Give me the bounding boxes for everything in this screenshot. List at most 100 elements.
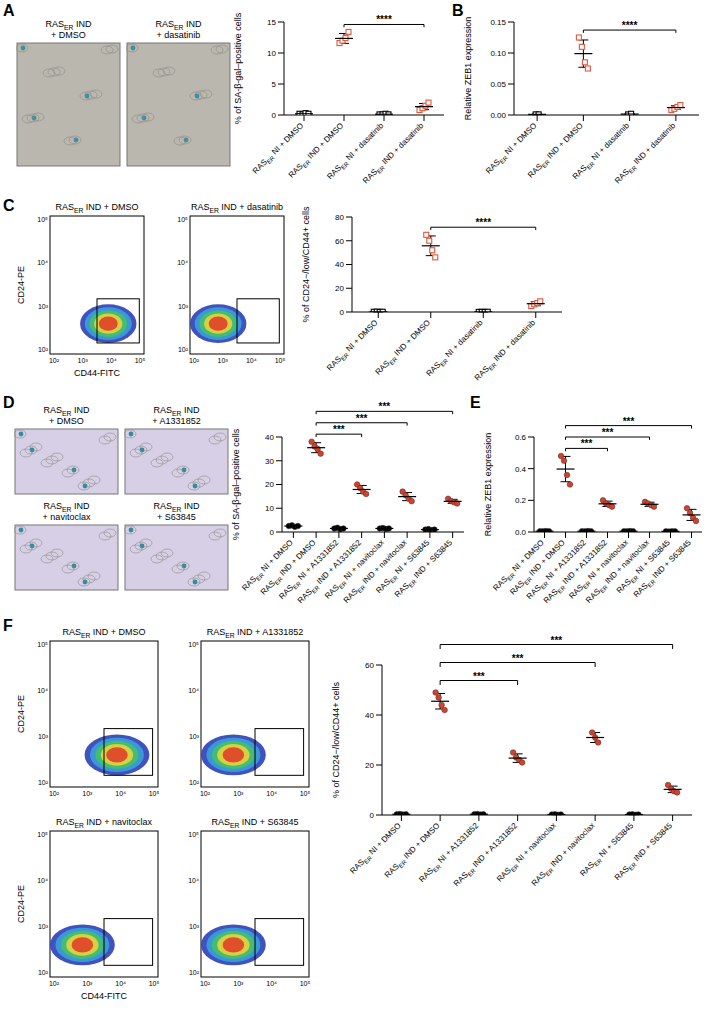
svg-text:% of SA-β-gal–positive cells: % of SA-β-gal–positive cells [231,428,241,540]
svg-text:0.15: 0.15 [490,18,506,27]
svg-text:10³: 10³ [78,357,89,364]
svg-text:10⁴: 10⁴ [188,877,199,884]
svg-text:60: 60 [365,661,374,670]
svg-text:10⁴: 10⁴ [37,877,48,884]
svg-text:0: 0 [340,308,345,317]
svg-text:RASER IND + DMSO: RASER IND + DMSO [287,121,347,181]
svg-text:10⁵: 10⁵ [37,216,48,223]
svg-text:RASER IND + A1331852: RASER IND + A1331852 [452,821,521,890]
svg-text:10⁵: 10⁵ [37,831,48,838]
svg-text:RASER IND + navitoclax: RASER IND + navitoclax [530,821,598,889]
svg-text:10²: 10² [200,790,211,797]
svg-text:80: 80 [335,213,344,222]
svg-text:RASER IND: RASER IND [154,501,200,513]
svg-text:10²: 10² [49,357,60,364]
svg-text:10: 10 [267,49,276,58]
svg-text:10³: 10³ [233,790,244,797]
svg-text:+ A1331852: + A1331852 [152,416,200,426]
svg-text:***: *** [356,413,368,424]
svg-text:RASER NI + dasatinib: RASER NI + dasatinib [424,318,486,380]
svg-text:CD44-FITC: CD44-FITC [81,991,128,1001]
svg-text:+ DMSO: + DMSO [51,30,86,40]
svg-text:10⁴: 10⁴ [37,687,48,694]
svg-text:15: 15 [267,18,276,27]
svg-text:60: 60 [335,237,344,246]
svg-text:10⁴: 10⁴ [106,357,117,364]
svg-text:RASER IND: RASER IND [44,405,90,417]
svg-text:0.4: 0.4 [515,465,527,474]
svg-text:10²: 10² [38,779,49,786]
svg-text:10⁴: 10⁴ [115,790,126,797]
svg-text:RASER IND: RASER IND [44,501,90,513]
svg-text:RASER IND + navitoclax: RASER IND + navitoclax [56,817,153,829]
svg-text:RASER IND + S63845: RASER IND + S63845 [211,817,298,829]
svg-text:10²: 10² [38,969,49,976]
svg-text:CD24-PE: CD24-PE [16,695,26,733]
svg-text:40: 40 [335,260,344,269]
svg-text:10⁵: 10⁵ [300,790,311,797]
svg-text:10²: 10² [189,357,200,364]
svg-text:RASER IND + DMSO: RASER IND + DMSO [374,318,434,378]
svg-text:10⁴: 10⁴ [115,980,126,987]
svg-text:10³: 10³ [189,733,200,740]
svg-text:****: **** [622,20,638,31]
svg-text:0.10: 0.10 [490,49,506,58]
svg-text:10³: 10³ [38,303,49,310]
svg-text:10²: 10² [189,779,200,786]
svg-text:10²: 10² [178,346,189,353]
svg-text:10³: 10³ [189,923,200,930]
svg-text:% of CD24−/low/CD44+ cells: % of CD24−/low/CD44+ cells [331,681,341,798]
svg-text:RASER IND + DMSO: RASER IND + DMSO [383,821,443,881]
svg-text:RASER IND + DMSO: RASER IND + DMSO [55,202,138,214]
svg-text:10³: 10³ [38,733,49,740]
svg-text:10⁴: 10⁴ [246,357,257,364]
svg-text:10⁵: 10⁵ [275,357,286,364]
svg-text:0.0: 0.0 [515,528,527,537]
svg-text:+ S63845: + S63845 [157,512,196,522]
svg-text:***: *** [379,401,391,412]
svg-text:RASER IND: RASER IND [154,405,200,417]
svg-text:10⁵: 10⁵ [37,641,48,648]
svg-text:10³: 10³ [178,303,189,310]
svg-text:10⁴: 10⁴ [37,259,48,266]
svg-text:RASER IND + S63845: RASER IND + S63845 [613,821,676,884]
svg-text:10: 10 [265,504,274,513]
svg-text:10⁴: 10⁴ [266,980,277,987]
svg-text:10²: 10² [189,969,200,976]
svg-text:10⁵: 10⁵ [177,216,188,223]
svg-text:***: *** [602,427,614,438]
svg-text:40: 40 [265,433,274,442]
svg-text:5: 5 [272,80,277,89]
svg-text:10²: 10² [38,346,49,353]
svg-text:10²: 10² [200,980,211,987]
svg-text:****: **** [376,14,392,25]
svg-text:20: 20 [265,480,274,489]
svg-text:RASER NI + A1331852: RASER NI + A1331852 [417,821,482,886]
svg-text:RASER IND: RASER IND [156,19,202,31]
svg-text:20: 20 [335,284,344,293]
svg-text:10³: 10³ [233,980,244,987]
svg-text:10²: 10² [49,980,60,987]
svg-text:RASER IND + DMSO: RASER IND + DMSO [62,627,145,639]
svg-text:RASER NI + navitoclax: RASER NI + navitoclax [495,821,559,885]
svg-text:***: *** [333,424,345,435]
svg-text:20: 20 [365,761,374,770]
svg-text:10²: 10² [49,790,60,797]
svg-text:10³: 10³ [218,357,229,364]
svg-text:CD44-FITC: CD44-FITC [74,368,121,378]
svg-text:***: *** [551,635,563,646]
svg-text:RASER IND + A1331852: RASER IND + A1331852 [207,627,304,639]
svg-text:0: 0 [272,111,277,120]
svg-text:CD24-PE: CD24-PE [16,885,26,923]
svg-text:10⁵: 10⁵ [149,980,160,987]
svg-text:0.05: 0.05 [490,80,506,89]
svg-text:10⁵: 10⁵ [300,980,311,987]
svg-text:10⁵: 10⁵ [149,790,160,797]
svg-text:0.2: 0.2 [515,496,527,505]
svg-text:10⁴: 10⁴ [177,259,188,266]
svg-text:RASER IND + dasatinib: RASER IND + dasatinib [191,202,283,214]
svg-text:***: *** [581,438,593,449]
svg-text:+ navitoclax: + navitoclax [43,512,91,522]
svg-text:0: 0 [370,811,375,820]
svg-text:10³: 10³ [38,923,49,930]
